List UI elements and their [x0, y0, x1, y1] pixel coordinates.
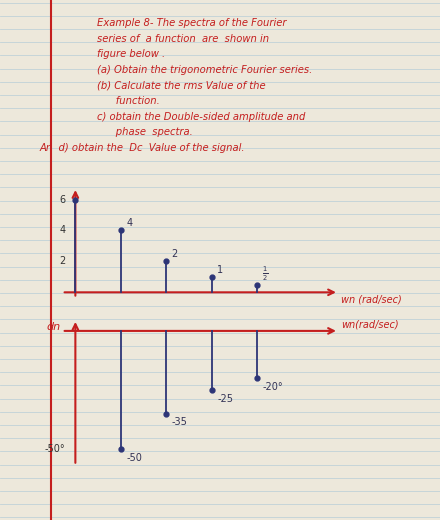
Text: An  d) obtain the  Dc  Value of the signal.: An d) obtain the Dc Value of the signal. [40, 143, 245, 153]
Text: Example 8- The spectra of the Fourier: Example 8- The spectra of the Fourier [97, 18, 286, 28]
Text: phase  spectra.: phase spectra. [97, 127, 193, 137]
Text: -50: -50 [126, 452, 142, 463]
Text: dn: dn [47, 322, 61, 332]
Text: 4: 4 [126, 218, 132, 228]
Text: 2: 2 [59, 256, 66, 266]
Text: 4: 4 [59, 226, 66, 236]
Text: function.: function. [97, 96, 160, 106]
Text: 1: 1 [217, 265, 223, 275]
Text: -20°: -20° [263, 382, 283, 392]
Text: wn(rad/sec): wn(rad/sec) [341, 320, 399, 330]
Text: (a) Obtain the trigonometric Fourier series.: (a) Obtain the trigonometric Fourier ser… [97, 65, 312, 75]
Text: -25: -25 [217, 394, 233, 404]
Text: wn (rad/sec): wn (rad/sec) [341, 295, 402, 305]
Text: -35: -35 [172, 417, 187, 427]
Text: 6: 6 [59, 194, 66, 204]
Text: c) obtain the Double-sided amplitude and: c) obtain the Double-sided amplitude and [97, 112, 305, 122]
Text: series of  a function  are  shown in: series of a function are shown in [97, 34, 269, 44]
Text: (b) Calculate the rms Value of the: (b) Calculate the rms Value of the [97, 81, 265, 90]
Text: figure below .: figure below . [97, 49, 165, 59]
Text: 2: 2 [172, 249, 178, 259]
Text: $\frac{1}{2}$: $\frac{1}{2}$ [262, 265, 268, 283]
Text: -50°: -50° [45, 444, 66, 454]
